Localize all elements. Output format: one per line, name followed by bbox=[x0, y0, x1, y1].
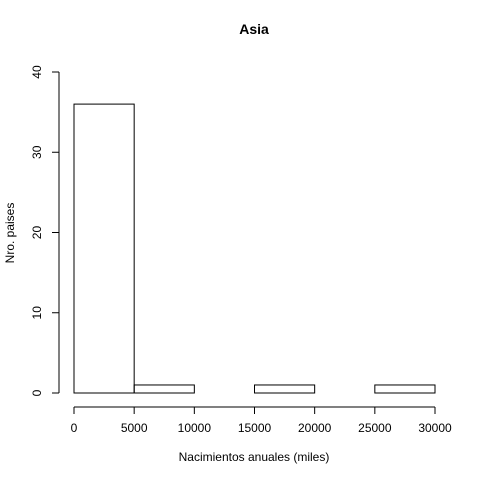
x-tick-label: 15000 bbox=[238, 421, 272, 435]
x-axis: 0 5000 10000 15000 20000 25000 30000 bbox=[71, 406, 452, 435]
x-tick-label: 20000 bbox=[298, 421, 332, 435]
y-axis: 0 10 20 30 40 bbox=[30, 65, 60, 396]
y-tick-label: 10 bbox=[30, 306, 44, 320]
x-tick-label: 25000 bbox=[358, 421, 392, 435]
x-tick-label: 10000 bbox=[178, 421, 212, 435]
y-tick-label: 20 bbox=[30, 226, 44, 240]
y-tick-label: 30 bbox=[30, 145, 44, 159]
histogram-bar bbox=[133, 384, 195, 394]
y-axis-label: Nro. paises bbox=[3, 203, 17, 264]
chart-title: Asia bbox=[239, 21, 269, 37]
histogram-bar bbox=[73, 103, 135, 394]
histogram-bar bbox=[374, 384, 436, 394]
x-tick-label: 30000 bbox=[418, 421, 452, 435]
y-tick-label: 40 bbox=[30, 65, 44, 79]
x-axis-label: Nacimientos anuales (miles) bbox=[179, 450, 330, 464]
x-tick-label: 0 bbox=[71, 421, 78, 435]
x-tick-label: 5000 bbox=[121, 421, 148, 435]
bars-group bbox=[73, 103, 436, 394]
histogram-bar bbox=[254, 384, 316, 394]
y-tick-label: 0 bbox=[30, 389, 44, 396]
